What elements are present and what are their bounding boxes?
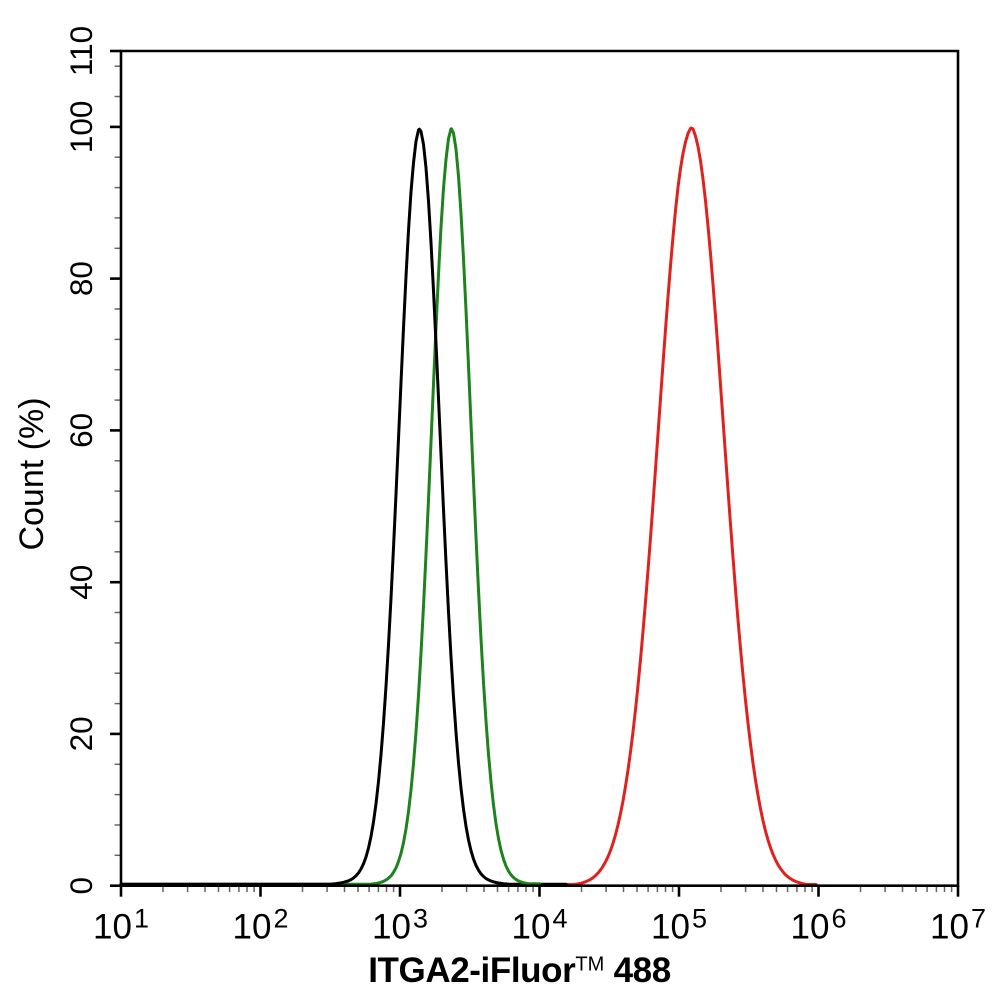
svg-text:60: 60 <box>63 413 99 448</box>
svg-text:80: 80 <box>63 261 99 296</box>
svg-text:20: 20 <box>63 716 99 751</box>
svg-text:110: 110 <box>63 26 99 76</box>
svg-text:100: 100 <box>63 101 99 154</box>
svg-text:ITGA2-iFluorTM 488: ITGA2-iFluorTM 488 <box>368 951 671 990</box>
svg-text:Count (%): Count (%) <box>13 397 51 550</box>
svg-text:105: 105 <box>651 904 707 947</box>
svg-text:0: 0 <box>63 877 99 895</box>
svg-text:107: 107 <box>930 904 986 947</box>
svg-text:40: 40 <box>63 565 99 600</box>
